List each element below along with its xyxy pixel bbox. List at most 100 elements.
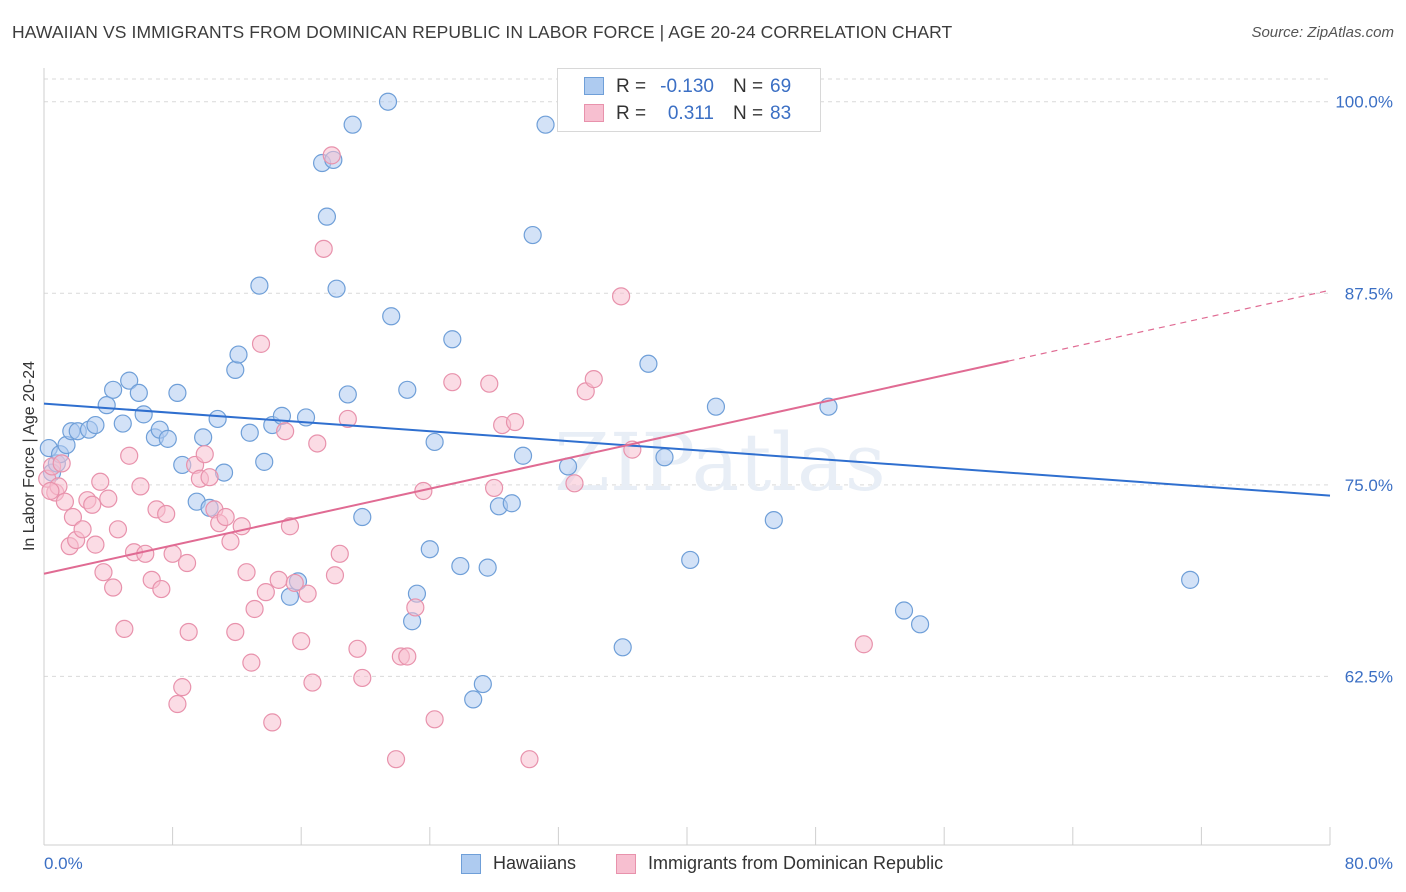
point-dominican [177, 553, 197, 573]
point-hawaiians [86, 415, 105, 435]
point-hawaiians [398, 380, 417, 399]
y-tick-label: 87.5% [1345, 284, 1393, 303]
trend-line-dominican-extension [1008, 289, 1331, 362]
trend-line-hawaiians [43, 402, 1331, 497]
point-dominican [115, 619, 134, 639]
x-tick-label-max: 80.0% [1345, 854, 1393, 873]
point-hawaiians [523, 225, 542, 245]
r-label: R = [616, 103, 647, 124]
point-hawaiians [168, 383, 187, 402]
point-dominican [480, 374, 499, 393]
point-dominican [330, 544, 349, 563]
point-dominican [99, 489, 118, 508]
point-dominican [120, 446, 139, 465]
point-hawaiians [229, 345, 248, 364]
chart-legend: Hawaiians Immigrants from Dominican Repu… [0, 851, 1406, 877]
point-hawaiians [706, 397, 726, 416]
trend-lines [43, 289, 1331, 575]
point-dominican [136, 544, 155, 563]
point-dominican [263, 713, 282, 732]
point-dominican [73, 520, 92, 539]
legend-label: Immigrants from Dominican Republic [648, 853, 944, 873]
point-hawaiians [420, 540, 439, 559]
point-dominican [63, 507, 83, 527]
point-dominican [104, 578, 123, 597]
n-label: N = [733, 76, 764, 97]
point-dominican [303, 673, 322, 692]
point-hawaiians [343, 115, 362, 134]
point-dominican [314, 239, 333, 258]
r-value: 0.311 [667, 103, 714, 124]
point-dominican [565, 474, 584, 493]
point-hawaiians [1181, 570, 1200, 589]
point-hawaiians [129, 383, 148, 402]
point-hawaiians [502, 494, 521, 513]
point-hawaiians [443, 330, 462, 349]
n-label: N = [733, 103, 764, 124]
point-dominican [195, 445, 214, 464]
point-dominican [216, 507, 235, 527]
axes [43, 68, 1331, 846]
point-dominican [280, 517, 300, 536]
point-hawaiians [158, 429, 177, 448]
point-dominican [245, 599, 264, 619]
point-hawaiians [240, 423, 259, 442]
stats-row-hawaiians: R = -0.130 N = 69 [558, 74, 820, 100]
source-credit: Source: ZipAtlas.com [1251, 24, 1394, 41]
point-hawaiians [255, 452, 274, 471]
point-dominican [131, 477, 150, 496]
correlation-stats-box: R = -0.130 N = 69 R = 0.311 N = 83 [557, 68, 821, 132]
point-dominican [322, 146, 341, 165]
point-hawaiians [894, 601, 914, 620]
axis-labels: 62.5% 75.0% 87.5% 100.0% 0.0% 80.0% In Labor F… [21, 93, 1393, 873]
point-dominican [443, 373, 462, 392]
legend-swatch-dominican [616, 854, 636, 874]
point-hawaiians [536, 115, 555, 134]
y-tick-label: 75.0% [1345, 476, 1393, 495]
chart-title: HAWAIIAN VS IMMIGRANTS FROM DOMINICAN RE… [12, 22, 953, 42]
point-dominican [83, 495, 102, 514]
point-hawaiians [451, 556, 470, 576]
point-dominican [179, 622, 198, 642]
swatch-dominican [584, 104, 604, 122]
point-hawaiians [113, 414, 132, 433]
point-dominican [41, 481, 60, 501]
point-dominican [425, 710, 444, 729]
point-hawaiians [120, 371, 139, 390]
point-dominican [152, 579, 171, 599]
point-dominican [276, 422, 295, 441]
point-hawaiians [338, 385, 357, 404]
point-dominican [86, 535, 105, 554]
point-dominican [108, 520, 128, 539]
swatch-hawaiians [584, 77, 604, 95]
point-hawaiians [208, 409, 227, 429]
point-dominican [854, 635, 873, 654]
point-hawaiians [764, 511, 783, 530]
point-dominican [251, 334, 271, 353]
trend-line-dominican [43, 360, 1009, 575]
r-value: -0.130 [660, 76, 714, 97]
legend-label: Hawaiians [493, 853, 577, 873]
y-axis-title: In Labor Force | Age 20-24 [21, 361, 38, 551]
point-dominican [520, 750, 539, 769]
point-dominican [398, 647, 417, 666]
point-hawaiians [327, 279, 346, 298]
point-dominican [292, 632, 311, 651]
point-dominican [52, 454, 71, 473]
point-hawaiians [134, 405, 153, 424]
point-hawaiians [353, 507, 372, 527]
point-dominican [386, 750, 406, 769]
data-points [38, 92, 1200, 769]
y-tick-label: 100.0% [1335, 93, 1393, 112]
point-hawaiians [226, 360, 245, 380]
point-dominican [91, 472, 110, 491]
point-hawaiians [910, 615, 930, 634]
point-dominican [94, 563, 113, 582]
point-dominican [348, 639, 367, 658]
r-label: R = [616, 76, 647, 97]
point-hawaiians [382, 307, 401, 326]
point-hawaiians [378, 92, 398, 111]
point-dominican [242, 653, 261, 672]
point-dominican [237, 563, 256, 582]
